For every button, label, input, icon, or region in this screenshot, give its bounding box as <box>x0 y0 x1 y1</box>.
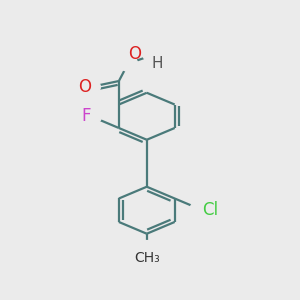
Circle shape <box>80 107 101 125</box>
Circle shape <box>82 79 100 95</box>
Text: CH₃: CH₃ <box>134 251 160 265</box>
Text: O: O <box>78 78 91 96</box>
Circle shape <box>190 200 215 221</box>
Text: H: H <box>152 56 163 70</box>
Text: Cl: Cl <box>202 201 219 219</box>
Text: F: F <box>82 107 91 125</box>
Circle shape <box>134 241 160 262</box>
Circle shape <box>119 56 137 71</box>
Circle shape <box>143 49 160 62</box>
Text: O: O <box>128 45 141 63</box>
